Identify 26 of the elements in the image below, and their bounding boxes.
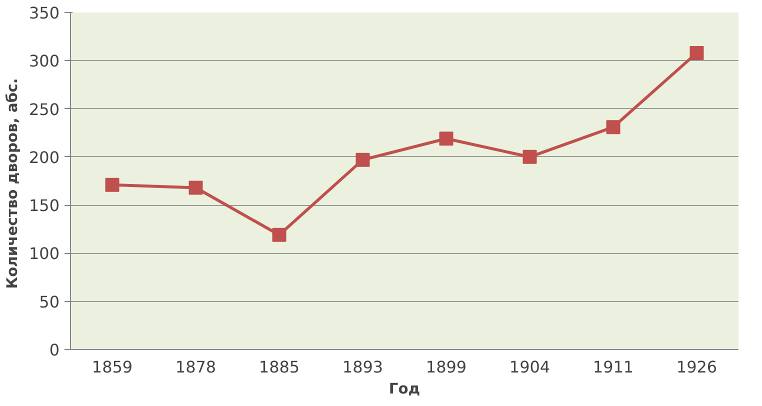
y-tick-label: 200 <box>28 148 60 167</box>
y-tick-label: 150 <box>28 196 60 216</box>
point <box>690 46 704 60</box>
y-tick-label: 350 <box>28 4 60 22</box>
point <box>356 152 370 167</box>
x-tick-label: 1885 <box>258 358 300 376</box>
y-tick-label: 250 <box>28 100 60 119</box>
point <box>606 120 620 134</box>
x-tick-label: 1926 <box>676 358 718 376</box>
point <box>439 132 454 146</box>
x-tick-label: 1911 <box>592 358 634 376</box>
x-tick-label: 1859 <box>92 358 133 376</box>
point <box>272 228 286 242</box>
y-tick-label: 50 <box>39 292 60 312</box>
x-tick-label: 1904 <box>509 358 550 376</box>
x-tick-label: 1899 <box>426 358 467 376</box>
point <box>522 150 537 164</box>
point <box>105 178 120 192</box>
point <box>188 180 203 195</box>
x-tick-label: 1893 <box>342 358 384 376</box>
y-axis-title: Количество дворов, абс. <box>4 78 21 289</box>
y-tick-label: 300 <box>28 52 60 71</box>
y-tick-label: 100 <box>28 244 60 264</box>
y-tick-label: 0 <box>49 340 60 360</box>
x-tick-label: 1878 <box>175 358 216 376</box>
x-axis-title: Год <box>388 380 420 398</box>
